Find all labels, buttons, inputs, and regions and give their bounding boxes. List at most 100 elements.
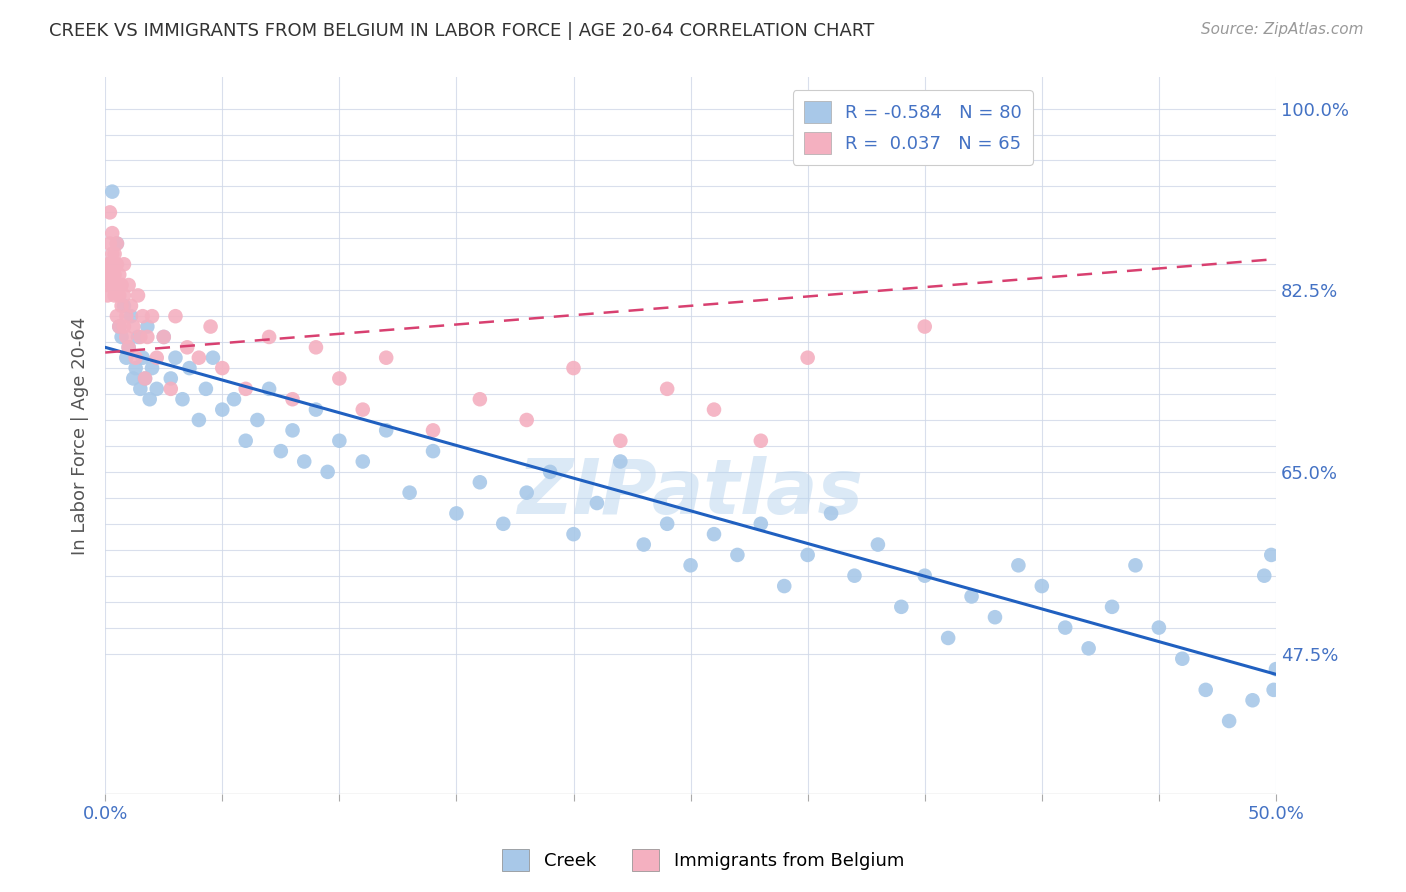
Point bbox=[122, 319, 145, 334]
Point bbox=[222, 392, 245, 407]
Point bbox=[960, 590, 983, 604]
Point bbox=[127, 330, 149, 344]
Point bbox=[609, 454, 631, 468]
Point bbox=[115, 309, 138, 323]
Point bbox=[211, 361, 233, 376]
Point bbox=[422, 423, 444, 437]
Point bbox=[112, 299, 135, 313]
Point bbox=[187, 351, 209, 365]
Point bbox=[129, 382, 152, 396]
Point bbox=[375, 423, 398, 437]
Point bbox=[201, 351, 224, 365]
Point bbox=[796, 351, 818, 365]
Point bbox=[101, 185, 124, 199]
Point bbox=[152, 330, 174, 344]
Point bbox=[136, 330, 159, 344]
Point bbox=[165, 351, 187, 365]
Point bbox=[124, 361, 146, 376]
Point bbox=[703, 527, 725, 541]
Point bbox=[98, 257, 121, 271]
Point bbox=[1125, 558, 1147, 573]
Point bbox=[112, 257, 135, 271]
Point bbox=[105, 236, 128, 251]
Point bbox=[281, 423, 304, 437]
Point bbox=[609, 434, 631, 448]
Point bbox=[96, 268, 118, 282]
Point bbox=[105, 278, 128, 293]
Point bbox=[492, 516, 515, 531]
Point bbox=[305, 340, 328, 354]
Point bbox=[117, 340, 139, 354]
Point bbox=[1007, 558, 1029, 573]
Point bbox=[105, 309, 128, 323]
Point bbox=[131, 351, 153, 365]
Point bbox=[516, 485, 538, 500]
Point bbox=[562, 361, 585, 376]
Point bbox=[141, 361, 163, 376]
Point bbox=[103, 268, 125, 282]
Point bbox=[211, 402, 233, 417]
Point bbox=[749, 434, 772, 448]
Point bbox=[187, 413, 209, 427]
Point bbox=[305, 402, 328, 417]
Point bbox=[984, 610, 1007, 624]
Point bbox=[105, 257, 128, 271]
Point bbox=[112, 288, 135, 302]
Point bbox=[246, 413, 269, 427]
Point bbox=[108, 319, 131, 334]
Point bbox=[679, 558, 702, 573]
Point bbox=[796, 548, 818, 562]
Point bbox=[134, 371, 156, 385]
Point bbox=[352, 402, 374, 417]
Point bbox=[1101, 599, 1123, 614]
Point bbox=[127, 288, 149, 302]
Point bbox=[328, 371, 350, 385]
Point bbox=[375, 351, 398, 365]
Point bbox=[138, 392, 160, 407]
Point bbox=[1253, 568, 1275, 582]
Point bbox=[176, 340, 198, 354]
Point bbox=[657, 516, 679, 531]
Point bbox=[235, 434, 257, 448]
Point bbox=[141, 309, 163, 323]
Point bbox=[773, 579, 796, 593]
Point bbox=[101, 247, 124, 261]
Point bbox=[1195, 682, 1218, 697]
Legend: R = -0.584   N = 80, R =  0.037   N = 65: R = -0.584 N = 80, R = 0.037 N = 65 bbox=[793, 90, 1033, 165]
Point bbox=[108, 319, 131, 334]
Point bbox=[446, 507, 468, 521]
Point bbox=[115, 351, 138, 365]
Point bbox=[316, 465, 339, 479]
Point bbox=[110, 299, 132, 313]
Point bbox=[914, 568, 936, 582]
Point bbox=[1218, 714, 1240, 728]
Point bbox=[194, 382, 217, 396]
Point bbox=[134, 371, 156, 385]
Point bbox=[1077, 641, 1099, 656]
Y-axis label: In Labor Force | Age 20-64: In Labor Force | Age 20-64 bbox=[72, 317, 89, 555]
Point bbox=[468, 475, 491, 490]
Point bbox=[468, 392, 491, 407]
Point bbox=[117, 278, 139, 293]
Point bbox=[562, 527, 585, 541]
Point bbox=[98, 268, 121, 282]
Point bbox=[103, 288, 125, 302]
Point bbox=[914, 319, 936, 334]
Point bbox=[172, 392, 194, 407]
Point bbox=[1241, 693, 1264, 707]
Point bbox=[96, 278, 118, 293]
Point bbox=[115, 330, 138, 344]
Point bbox=[110, 278, 132, 293]
Point bbox=[200, 319, 222, 334]
Point bbox=[844, 568, 866, 582]
Point bbox=[235, 382, 257, 396]
Point bbox=[1265, 662, 1288, 676]
Point bbox=[110, 330, 132, 344]
Point bbox=[866, 537, 889, 551]
Point bbox=[281, 392, 304, 407]
Text: Source: ZipAtlas.com: Source: ZipAtlas.com bbox=[1201, 22, 1364, 37]
Point bbox=[725, 548, 748, 562]
Point bbox=[820, 507, 842, 521]
Point bbox=[136, 319, 159, 334]
Point bbox=[328, 434, 350, 448]
